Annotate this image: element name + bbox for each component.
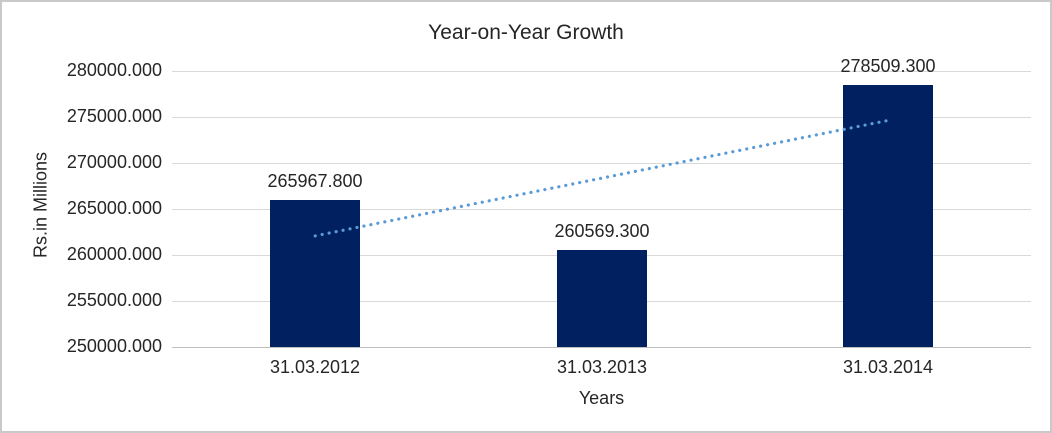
bar <box>557 250 647 347</box>
y-tick-label: 265000.000 <box>66 198 162 218</box>
y-tick-label: 280000.000 <box>66 60 162 80</box>
chart-title: Year-on-Year Growth <box>428 21 624 44</box>
x-axis-line <box>172 347 1031 348</box>
x-axis-title: Years <box>578 388 625 408</box>
y-tick-label: 255000.000 <box>66 290 162 310</box>
bar-data-label: 260569.300 <box>554 221 650 241</box>
y-tick-label: 260000.000 <box>66 244 162 264</box>
bar <box>843 85 933 347</box>
x-category-label: 31.03.2012 <box>269 357 361 377</box>
x-category-label: 31.03.2013 <box>556 357 648 377</box>
y-tick-label: 275000.000 <box>66 106 162 126</box>
bar <box>270 200 360 347</box>
x-category-label: 31.03.2014 <box>842 357 934 377</box>
bar-data-label: 265967.800 <box>267 171 363 191</box>
y-tick-label: 270000.000 <box>66 152 162 172</box>
gridline <box>172 117 1031 118</box>
bar-data-label: 278509.300 <box>840 56 936 76</box>
y-tick-label: 250000.000 <box>66 336 162 356</box>
gridline <box>172 71 1031 72</box>
